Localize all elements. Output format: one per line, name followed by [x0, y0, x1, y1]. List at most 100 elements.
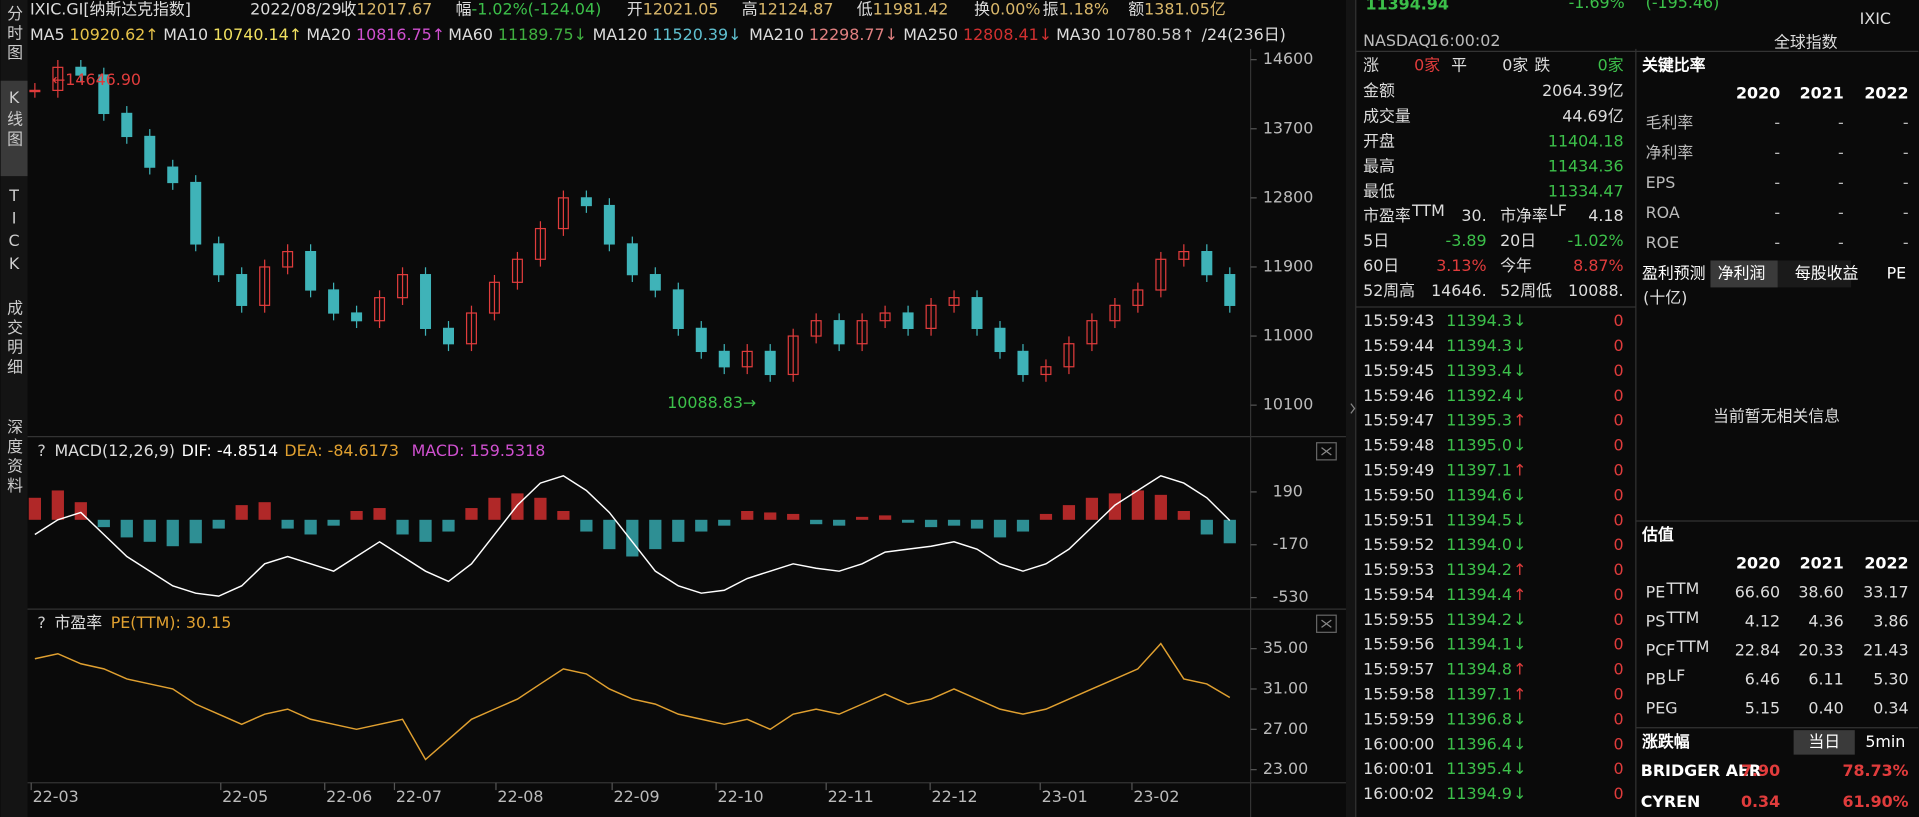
ratio-value: - — [1774, 143, 1780, 162]
high-annotation: ←14646.90 — [52, 70, 141, 89]
tab[interactable]: 每股收益 — [1795, 263, 1859, 282]
tick-price: 11393.4 — [1446, 361, 1512, 380]
mover-name: BRIDGER AER — [1641, 761, 1761, 780]
valuation-value: 0.40 — [1808, 699, 1843, 718]
sidebar-tab[interactable]: 成交明细 — [5, 300, 24, 378]
tab[interactable]: 5min — [1865, 732, 1905, 751]
candle — [534, 227, 546, 260]
tick-arrow: ↓ — [1513, 535, 1526, 554]
field-value: 1.18% — [1059, 0, 1109, 18]
x-tick-label: 22-03 — [33, 787, 79, 806]
ratio-value: - — [1903, 203, 1909, 222]
tick-arrow: ↑ — [1513, 560, 1526, 579]
macd-bar — [51, 490, 64, 520]
ma-name: MA5 — [30, 25, 65, 44]
ratio-value: - — [1774, 203, 1780, 222]
y-tick-label: 35.00 — [1263, 638, 1308, 657]
candle — [29, 89, 41, 93]
ma-arrow: ↓ — [728, 25, 741, 44]
tab[interactable]: 净利润 — [1718, 263, 1766, 282]
tick-price: 11395.0 — [1446, 436, 1512, 455]
tick-time: 15:59:48 — [1363, 436, 1434, 455]
field-value: 12017.67 — [357, 0, 433, 18]
mover-pct: 61.90% — [1842, 792, 1908, 811]
tick-arrow: ↓ — [1513, 386, 1526, 405]
tab[interactable]: 盈利预测 — [1642, 263, 1706, 282]
close-button[interactable] — [1316, 614, 1337, 633]
macd-bar — [787, 513, 800, 520]
stat-value: 14646. — [1431, 281, 1487, 300]
macd-bar — [557, 510, 570, 520]
stat-value: 10088. — [1568, 281, 1624, 300]
tick-volume: 0 — [1614, 411, 1624, 430]
macd-bar — [189, 519, 202, 544]
tick-arrow: ↓ — [1513, 361, 1526, 380]
tick-price: 11396.8 — [1446, 709, 1512, 728]
breadth-value: 0家 — [1598, 56, 1624, 75]
candle — [488, 281, 500, 314]
valuation-name: PE — [1646, 583, 1666, 602]
tick-volume: 0 — [1614, 635, 1624, 654]
field-label: 幅 — [456, 0, 472, 18]
collapse-bar[interactable] — [1345, 0, 1356, 817]
candle — [52, 66, 64, 91]
y-tick-label: 12800 — [1263, 187, 1314, 206]
sidebar-tab[interactable]: K线图 — [5, 88, 24, 150]
macd-bar — [741, 510, 754, 520]
macd-bar — [901, 519, 915, 523]
tab[interactable]: 当日 — [1808, 732, 1840, 751]
candle — [305, 250, 317, 291]
candle — [98, 74, 110, 115]
macd-bar — [580, 519, 593, 532]
candle — [465, 312, 477, 345]
tick-price: 11394.5 — [1446, 510, 1512, 529]
macd-bar — [626, 519, 639, 557]
ma-name: MA30 — [1056, 25, 1101, 44]
ma-arrow: ↓ — [1039, 25, 1052, 44]
candle — [856, 320, 868, 345]
close-button[interactable] — [1316, 442, 1337, 461]
stat-label: 成交量 — [1363, 106, 1411, 125]
ma-name: MA210 — [749, 25, 804, 44]
x-tick-label: 23-02 — [1133, 787, 1179, 806]
sidebar-tab[interactable]: 深度资料 — [5, 418, 24, 496]
tick-price: 11394.4 — [1446, 585, 1512, 604]
stat-value: 8.87% — [1573, 256, 1623, 275]
sidebar-tab[interactable]: TICK — [5, 186, 24, 277]
macd-bar — [97, 519, 110, 528]
section-title: 估值 — [1641, 525, 1674, 544]
tick-time: 15:59:56 — [1363, 635, 1434, 654]
stat-label: 60日 — [1363, 256, 1399, 275]
tick-volume: 0 — [1614, 560, 1624, 579]
candle — [902, 312, 914, 329]
year-header: 2020 — [1736, 553, 1780, 572]
stat-label: 市净率 — [1500, 206, 1548, 225]
candle — [282, 250, 294, 268]
ratio-value: - — [1838, 233, 1844, 252]
valuation-value: 5.15 — [1745, 699, 1780, 718]
sidebar-tab[interactable]: 分时图 — [5, 5, 24, 64]
candle — [764, 350, 776, 376]
macd-bar — [1039, 513, 1053, 520]
macd-bar — [1062, 505, 1076, 520]
macd-bar — [1177, 510, 1190, 520]
valuation-sub: TTM — [1676, 637, 1710, 656]
valuation-value: 38.60 — [1798, 583, 1843, 602]
x-tick-label: 22-11 — [828, 787, 874, 806]
tab[interactable]: PE — [1887, 263, 1907, 282]
tick-arrow: ↑ — [1513, 411, 1526, 430]
ratio-value: - — [1774, 173, 1780, 192]
field-label: 高 — [742, 0, 758, 18]
macd-bar — [143, 519, 156, 542]
ma-name: MA120 — [593, 25, 648, 44]
ratio-name: 净利率 — [1646, 143, 1694, 162]
valuation-value: 6.46 — [1745, 670, 1780, 689]
ratio-value: - — [1903, 173, 1909, 192]
stat-label: 金额 — [1363, 81, 1395, 100]
tick-time: 15:59:51 — [1363, 510, 1434, 529]
candle — [259, 266, 271, 306]
tick-time: 15:59:43 — [1363, 311, 1434, 330]
expand-arrow — [1350, 403, 1356, 414]
tick-volume: 0 — [1614, 685, 1624, 704]
